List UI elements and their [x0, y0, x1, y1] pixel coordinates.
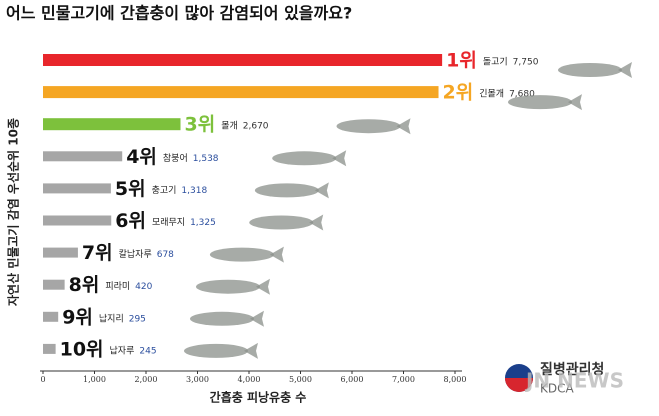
- fish-image: [336, 119, 401, 134]
- bar: [43, 247, 78, 258]
- x-tick-label: 0: [40, 375, 45, 384]
- category-label: 피라미: [105, 281, 130, 292]
- logo-sub: KDCA: [540, 382, 574, 396]
- bar: [43, 183, 111, 194]
- fish-image: [272, 151, 337, 166]
- fish-image: [396, 118, 411, 135]
- fish-image: [269, 246, 284, 263]
- fish-image: [250, 310, 264, 327]
- value-label: 245: [139, 346, 156, 356]
- rank-label: 1위: [446, 50, 477, 72]
- rank-label: 10위: [60, 338, 104, 360]
- value-label: 1,538: [193, 154, 219, 164]
- rank-label: 6위: [115, 210, 146, 232]
- category-label: 모래무지: [152, 217, 185, 228]
- fish-image: [332, 150, 347, 167]
- logo: 질병관리청: [540, 361, 604, 378]
- bar: [43, 151, 123, 162]
- watermark: JN NEWS: [524, 369, 624, 393]
- rank-label: 3위: [185, 114, 216, 136]
- bar: [43, 54, 443, 66]
- category-label: 참붕어: [163, 153, 188, 164]
- x-tick-label: 2,000: [135, 375, 158, 384]
- fish-image: [249, 215, 314, 230]
- value-label: 1,318: [181, 186, 207, 196]
- fish-image: [309, 214, 324, 231]
- rank-label: 2위: [443, 82, 474, 104]
- fish-image: [256, 278, 270, 295]
- category-label: 충고기: [152, 185, 177, 196]
- fish-image: [190, 311, 254, 326]
- bar: [43, 311, 59, 322]
- value-label: 7,750: [513, 58, 539, 68]
- fish-image: [558, 63, 622, 77]
- value-label: 420: [135, 282, 152, 292]
- fish-image: [184, 343, 248, 358]
- logo-mark: [505, 378, 533, 392]
- value-label: 7,680: [509, 90, 535, 100]
- value-label: 1,325: [190, 218, 216, 228]
- value-label: 678: [157, 250, 174, 260]
- value-label: 295: [129, 314, 146, 324]
- chart-title: 어느 민물고기에 간흡충이 많아 감염되어 있을까요?: [6, 4, 352, 23]
- fish-image: [314, 182, 329, 199]
- x-axis-label: 간흡충 피낭유충 수: [210, 390, 307, 405]
- bar: [43, 279, 65, 290]
- category-label: 납지리: [99, 313, 124, 324]
- rank-label: 4위: [126, 146, 157, 168]
- rank-label: 5위: [115, 178, 146, 200]
- fish-image: [568, 94, 582, 111]
- x-tick-label: 3,000: [186, 375, 209, 384]
- fish-image: [244, 342, 258, 359]
- rank-label: 7위: [82, 242, 113, 264]
- fish-image: [196, 279, 260, 294]
- rank-label: 8위: [69, 274, 100, 296]
- value-label: 2,670: [243, 122, 269, 132]
- category-label: 돌고기: [483, 57, 508, 68]
- x-tick-label: 6,000: [341, 375, 364, 384]
- category-label: 긴몰개: [479, 89, 504, 100]
- x-tick-label: 1,000: [83, 375, 106, 384]
- x-tick-label: 5,000: [289, 375, 312, 384]
- fish-image: [209, 247, 274, 262]
- fish-image: [508, 95, 572, 110]
- x-tick-label: 8,000: [444, 375, 467, 384]
- x-tick-label: 7,000: [392, 375, 415, 384]
- x-tick-label: 4,000: [238, 375, 261, 384]
- category-label: 몰개: [221, 121, 238, 132]
- category-label: 납자루: [110, 345, 135, 356]
- bar: [43, 215, 112, 226]
- category-label: 칼납자루: [119, 249, 152, 260]
- bar: [43, 86, 439, 99]
- bar: [43, 118, 181, 131]
- y-axis-label: 자연산 민물고기 감염 우선순위 10종: [6, 118, 21, 306]
- rank-label: 9위: [62, 306, 93, 328]
- bar: [43, 343, 56, 354]
- fish-image: [618, 62, 632, 78]
- fish-image: [254, 183, 319, 198]
